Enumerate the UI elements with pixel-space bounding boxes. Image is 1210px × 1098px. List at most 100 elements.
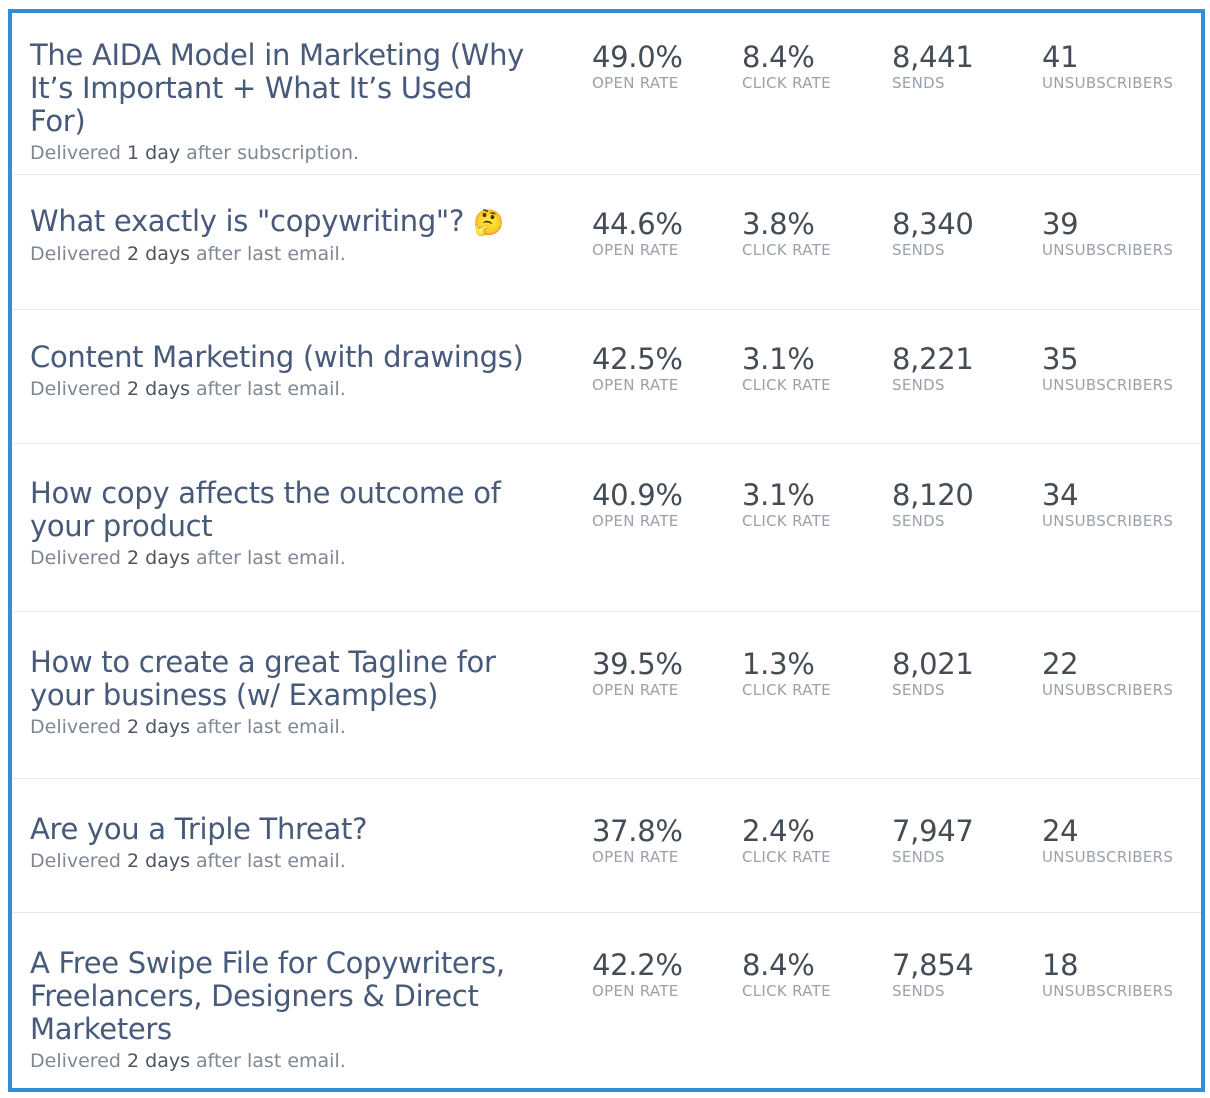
sends-metric: 8,441 SENDS	[892, 40, 974, 93]
email-title[interactable]: What exactly is "copywriting"? 🤔	[30, 205, 530, 239]
click-rate-value: 2.4%	[742, 814, 815, 848]
email-title[interactable]: A Free Swipe File for Copywriters, Freel…	[30, 947, 530, 1046]
unsubscribers-value: 34	[1042, 478, 1079, 512]
open-rate-label: OPEN RATE	[592, 512, 679, 530]
delivered-delay: 1 day	[127, 142, 181, 164]
unsubscribers-value: 22	[1042, 647, 1079, 681]
click-rate-value: 3.8%	[742, 207, 815, 241]
email-row[interactable]: What exactly is "copywriting"? 🤔 Deliver…	[12, 175, 1201, 310]
unsubscribers-metric: 39 UNSUBSCRIBERS	[1042, 208, 1174, 260]
email-row[interactable]: How to create a great Tagline for your b…	[12, 612, 1201, 779]
delivery-info: Delivered 2 days after last email.	[30, 242, 530, 266]
unsubscribers-value: 35	[1042, 342, 1079, 376]
delivered-prefix: Delivered	[30, 243, 127, 265]
click-rate-label: CLICK RATE	[742, 74, 831, 92]
delivered-delay: 2 days	[127, 1050, 190, 1072]
click-rate-metric: 8.4% CLICK RATE	[742, 40, 831, 93]
unsubscribers-metric: 35 UNSUBSCRIBERS	[1042, 342, 1174, 395]
sends-label: SENDS	[892, 848, 945, 866]
sends-value: 8,441	[892, 40, 974, 74]
unsubscribers-label: UNSUBSCRIBERS	[1042, 376, 1174, 394]
unsubscribers-metric: 24 UNSUBSCRIBERS	[1042, 814, 1174, 867]
click-rate-value: 3.1%	[742, 342, 815, 376]
delivered-prefix: Delivered	[30, 850, 127, 872]
unsubscribers-value: 18	[1042, 948, 1079, 982]
delivered-delay: 2 days	[127, 243, 190, 265]
open-rate-label: OPEN RATE	[592, 982, 679, 1000]
delivery-info: Delivered 2 days after last email.	[30, 377, 530, 401]
delivered-prefix: Delivered	[30, 142, 127, 164]
sends-label: SENDS	[892, 982, 945, 1000]
click-rate-metric: 8.4% CLICK RATE	[742, 949, 831, 1001]
delivered-suffix: after last email.	[189, 243, 346, 265]
delivery-info: Delivered 2 days after last email.	[30, 849, 530, 873]
open-rate-metric: 42.5% OPEN RATE	[592, 343, 683, 395]
unsubscribers-label: UNSUBSCRIBERS	[1042, 982, 1174, 1000]
click-rate-label: CLICK RATE	[742, 241, 831, 259]
email-info: A Free Swipe File for Copywriters, Freel…	[30, 947, 530, 1073]
click-rate-metric: 1.3% CLICK RATE	[742, 648, 831, 700]
email-title[interactable]: Are you a Triple Threat?	[30, 813, 530, 846]
unsubscribers-label: UNSUBSCRIBERS	[1042, 512, 1174, 530]
open-rate-value: 39.5%	[592, 647, 683, 681]
delivery-info: Delivered 2 days after last email.	[30, 546, 530, 570]
sends-metric: 7,947 SENDS	[892, 815, 974, 867]
sends-label: SENDS	[892, 376, 945, 394]
email-title-text: The AIDA Model in Marketing (Why It’s Im…	[30, 38, 525, 138]
open-rate-metric: 39.5% OPEN RATE	[592, 647, 683, 700]
delivered-suffix: after last email.	[189, 716, 346, 738]
thinking-face-icon: 🤔	[472, 208, 504, 237]
unsubscribers-metric: 22 UNSUBSCRIBERS	[1042, 647, 1174, 700]
sends-value: 8,221	[892, 342, 974, 376]
delivered-prefix: Delivered	[30, 378, 127, 400]
click-rate-value: 3.1%	[742, 478, 815, 512]
email-row[interactable]: A Free Swipe File for Copywriters, Freel…	[12, 913, 1201, 1088]
email-title[interactable]: How to create a great Tagline for your b…	[30, 646, 530, 712]
sends-value: 8,340	[892, 207, 974, 241]
email-sequence-stats-panel: The AIDA Model in Marketing (Why It’s Im…	[8, 9, 1205, 1092]
email-title-text: What exactly is "copywriting"?	[30, 204, 465, 238]
open-rate-metric: 44.6% OPEN RATE	[592, 208, 683, 260]
unsubscribers-metric: 41 UNSUBSCRIBERS	[1042, 41, 1173, 93]
unsubscribers-label: UNSUBSCRIBERS	[1042, 848, 1174, 866]
unsubscribers-label: UNSUBSCRIBERS	[1042, 681, 1174, 699]
delivered-delay: 2 days	[127, 378, 190, 400]
email-title[interactable]: How copy affects the outcome of your pro…	[30, 477, 530, 543]
click-rate-value: 8.4%	[742, 40, 815, 74]
open-rate-metric: 37.8% OPEN RATE	[592, 815, 683, 867]
unsubscribers-label: UNSUBSCRIBERS	[1042, 241, 1174, 259]
click-rate-label: CLICK RATE	[742, 982, 831, 1000]
delivery-info: Delivered 1 day after subscription.	[30, 141, 530, 165]
open-rate-label: OPEN RATE	[592, 74, 679, 92]
sends-metric: 8,021 SENDS	[892, 647, 974, 700]
email-title-text: How copy affects the outcome of your pro…	[30, 476, 501, 543]
unsubscribers-value: 24	[1042, 814, 1079, 848]
delivered-suffix: after last email.	[189, 850, 346, 872]
sends-metric: 7,854 SENDS	[892, 948, 974, 1001]
email-title[interactable]: The AIDA Model in Marketing (Why It’s Im…	[30, 39, 530, 138]
email-row[interactable]: The AIDA Model in Marketing (Why It’s Im…	[12, 13, 1201, 175]
email-info: Are you a Triple Threat? Delivered 2 day…	[30, 813, 530, 873]
delivery-info: Delivered 2 days after last email.	[30, 715, 530, 739]
click-rate-label: CLICK RATE	[742, 681, 831, 699]
click-rate-metric: 3.8% CLICK RATE	[742, 207, 831, 260]
email-row[interactable]: How copy affects the outcome of your pro…	[12, 444, 1201, 612]
delivered-delay: 2 days	[127, 850, 190, 872]
open-rate-label: OPEN RATE	[592, 848, 679, 866]
open-rate-metric: 40.9% OPEN RATE	[592, 478, 683, 531]
sends-metric: 8,221 SENDS	[892, 342, 974, 395]
unsubscribers-metric: 18 UNSUBSCRIBERS	[1042, 948, 1174, 1001]
sends-metric: 8,340 SENDS	[892, 207, 974, 260]
delivered-prefix: Delivered	[30, 547, 127, 569]
email-title[interactable]: Content Marketing (with drawings)	[30, 341, 530, 374]
click-rate-label: CLICK RATE	[742, 512, 831, 530]
email-row[interactable]: Content Marketing (with drawings) Delive…	[12, 310, 1201, 444]
open-rate-value: 40.9%	[592, 478, 683, 512]
email-row[interactable]: Are you a Triple Threat? Delivered 2 day…	[12, 779, 1201, 913]
delivered-prefix: Delivered	[30, 716, 127, 738]
sends-value: 7,854	[892, 948, 974, 982]
open-rate-value: 49.0%	[592, 40, 683, 74]
click-rate-metric: 2.4% CLICK RATE	[742, 814, 831, 867]
sends-value: 8,021	[892, 647, 974, 681]
email-info: Content Marketing (with drawings) Delive…	[30, 341, 530, 401]
